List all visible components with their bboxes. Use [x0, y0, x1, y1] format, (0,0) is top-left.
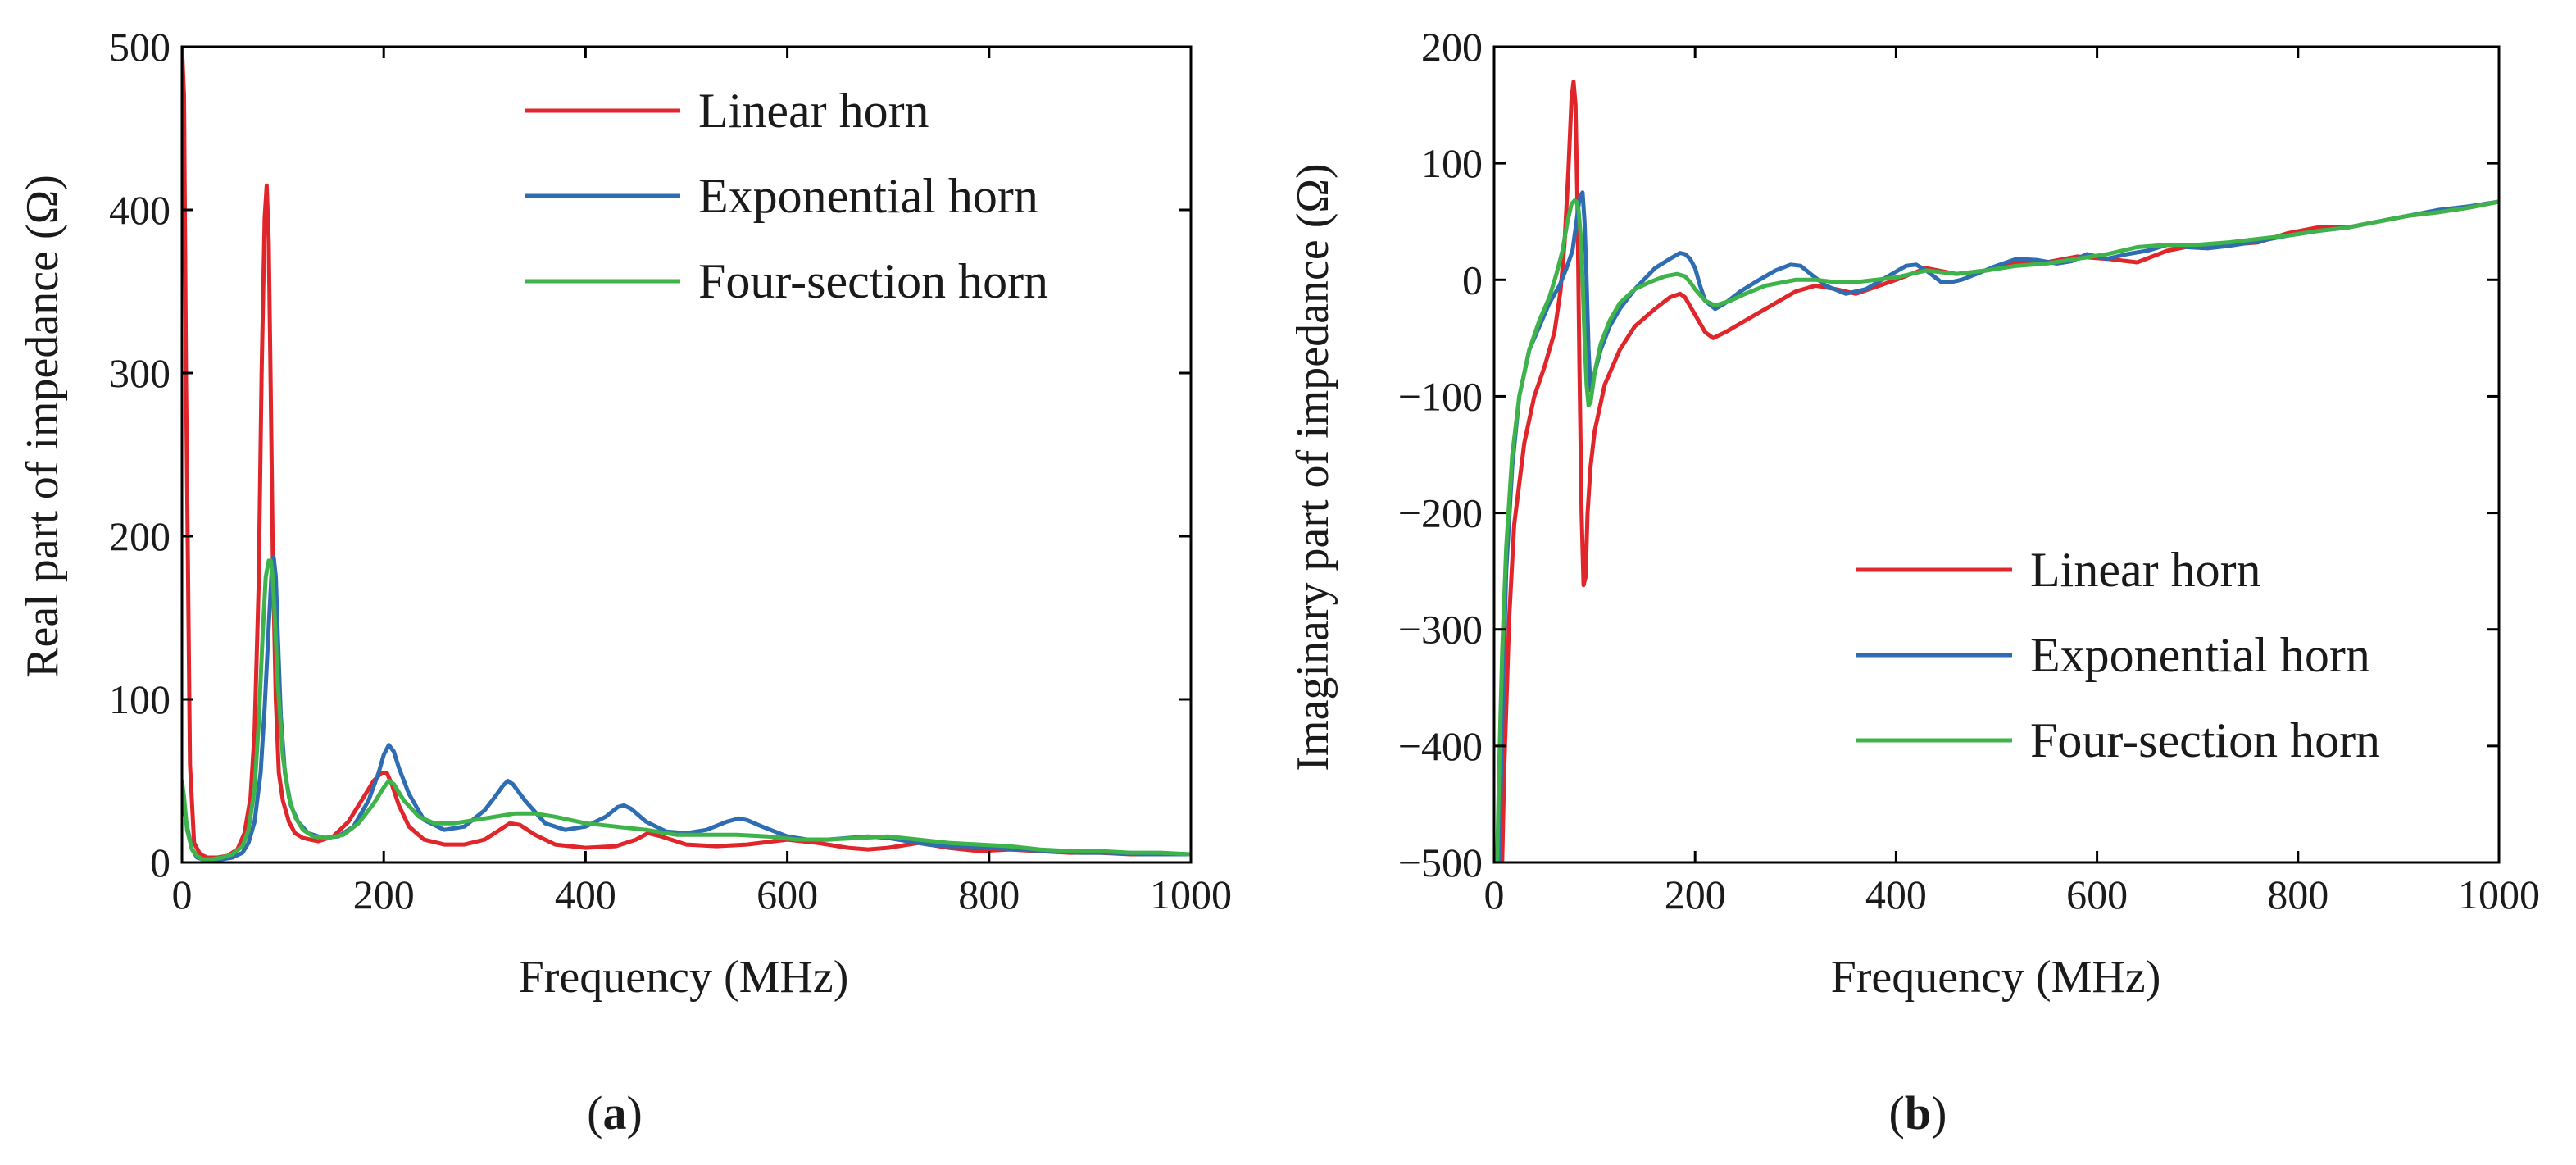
chart-real-impedance: Real part of impedance (Ω) Frequency (MH…: [17, 24, 1232, 1140]
panel-label-a: (a): [587, 1086, 643, 1140]
y-tick-label-real: 100: [109, 676, 170, 722]
x-axis-title-real: Frequency (MHz): [519, 952, 849, 1003]
legend-real: Linear horn Exponential horn Four-section …: [525, 84, 1048, 308]
legend-label-exponential-horn-imaginary: Exponential horn: [2030, 628, 2370, 682]
chart-imaginary-impedance: Imaginary part of impedance (Ω) Frequenc…: [1288, 24, 2540, 1140]
x-tick-label-real: 0: [172, 871, 193, 917]
y-tick-label-imaginary: 0: [1462, 257, 1483, 303]
legend-label-linear-horn-imaginary: Linear horn: [2030, 543, 2261, 597]
y-tick-label-real: 200: [109, 513, 170, 559]
y-tick-label-real: 0: [150, 840, 170, 885]
y-tick-label-real: 500: [109, 24, 170, 70]
x-tick-label-real: 1000: [1150, 871, 1232, 917]
y-axis-title-imaginary: Imaginary part of impedance (Ω): [1288, 163, 1338, 771]
x-tick-label-imaginary: 800: [2267, 871, 2328, 917]
series-group-real: [182, 47, 1191, 862]
y-axis-title-real: Real part of impedance (Ω): [17, 175, 68, 678]
x-tick-label-real: 400: [555, 871, 616, 917]
x-tick-label-imaginary: 200: [1665, 871, 1726, 917]
y-tick-label-imaginary: 200: [1421, 24, 1483, 70]
x-tick-label-real: 800: [958, 871, 1020, 917]
y-tick-label-imaginary: −300: [1398, 607, 1483, 653]
y-tick-label-imaginary: −500: [1398, 840, 1483, 885]
legend-label-four-section-horn-real: Four-section horn: [698, 254, 1048, 308]
legend-label-exponential-horn-real: Exponential horn: [698, 169, 1038, 223]
y-tick-label-real: 300: [109, 350, 170, 396]
series-line-exponential-horn-real: [182, 555, 1191, 862]
panel-label-b-letter: b: [1905, 1086, 1931, 1140]
x-tick-label-imaginary: 600: [2066, 871, 2128, 917]
panel-label-a-letter: a: [603, 1086, 627, 1140]
x-tick-label-real: 600: [756, 871, 818, 917]
x-axis-title-imaginary: Frequency (MHz): [1831, 952, 2161, 1003]
series-line-four-section-horn-imaginary: [1495, 198, 2499, 862]
legend-label-linear-horn-real: Linear horn: [698, 84, 929, 138]
x-tick-label-imaginary: 1000: [2458, 871, 2540, 917]
legend-label-four-section-horn-imaginary: Four-section horn: [2030, 713, 2380, 767]
series-line-four-section-horn-real: [182, 558, 1191, 862]
plot-frame-imaginary: [1492, 45, 2501, 864]
plot-frame-real: [180, 45, 1193, 864]
x-tick-label-imaginary: 400: [1865, 871, 1927, 917]
series-group-imaginary: [1495, 80, 2499, 862]
y-tick-label-real: 400: [109, 187, 170, 233]
x-tick-label-real: 200: [353, 871, 415, 917]
legend-imaginary: Linear horn Exponential horn Four-section …: [1856, 543, 2380, 767]
panel-label-b: (b): [1889, 1086, 1947, 1140]
x-tick-label-imaginary: 0: [1484, 871, 1505, 917]
y-tick-label-imaginary: −200: [1398, 490, 1483, 536]
y-tick-label-imaginary: −100: [1398, 373, 1483, 419]
series-line-linear-horn-real: [182, 47, 1191, 860]
y-tick-label-imaginary: 100: [1421, 140, 1483, 186]
y-tick-label-imaginary: −400: [1398, 723, 1483, 769]
